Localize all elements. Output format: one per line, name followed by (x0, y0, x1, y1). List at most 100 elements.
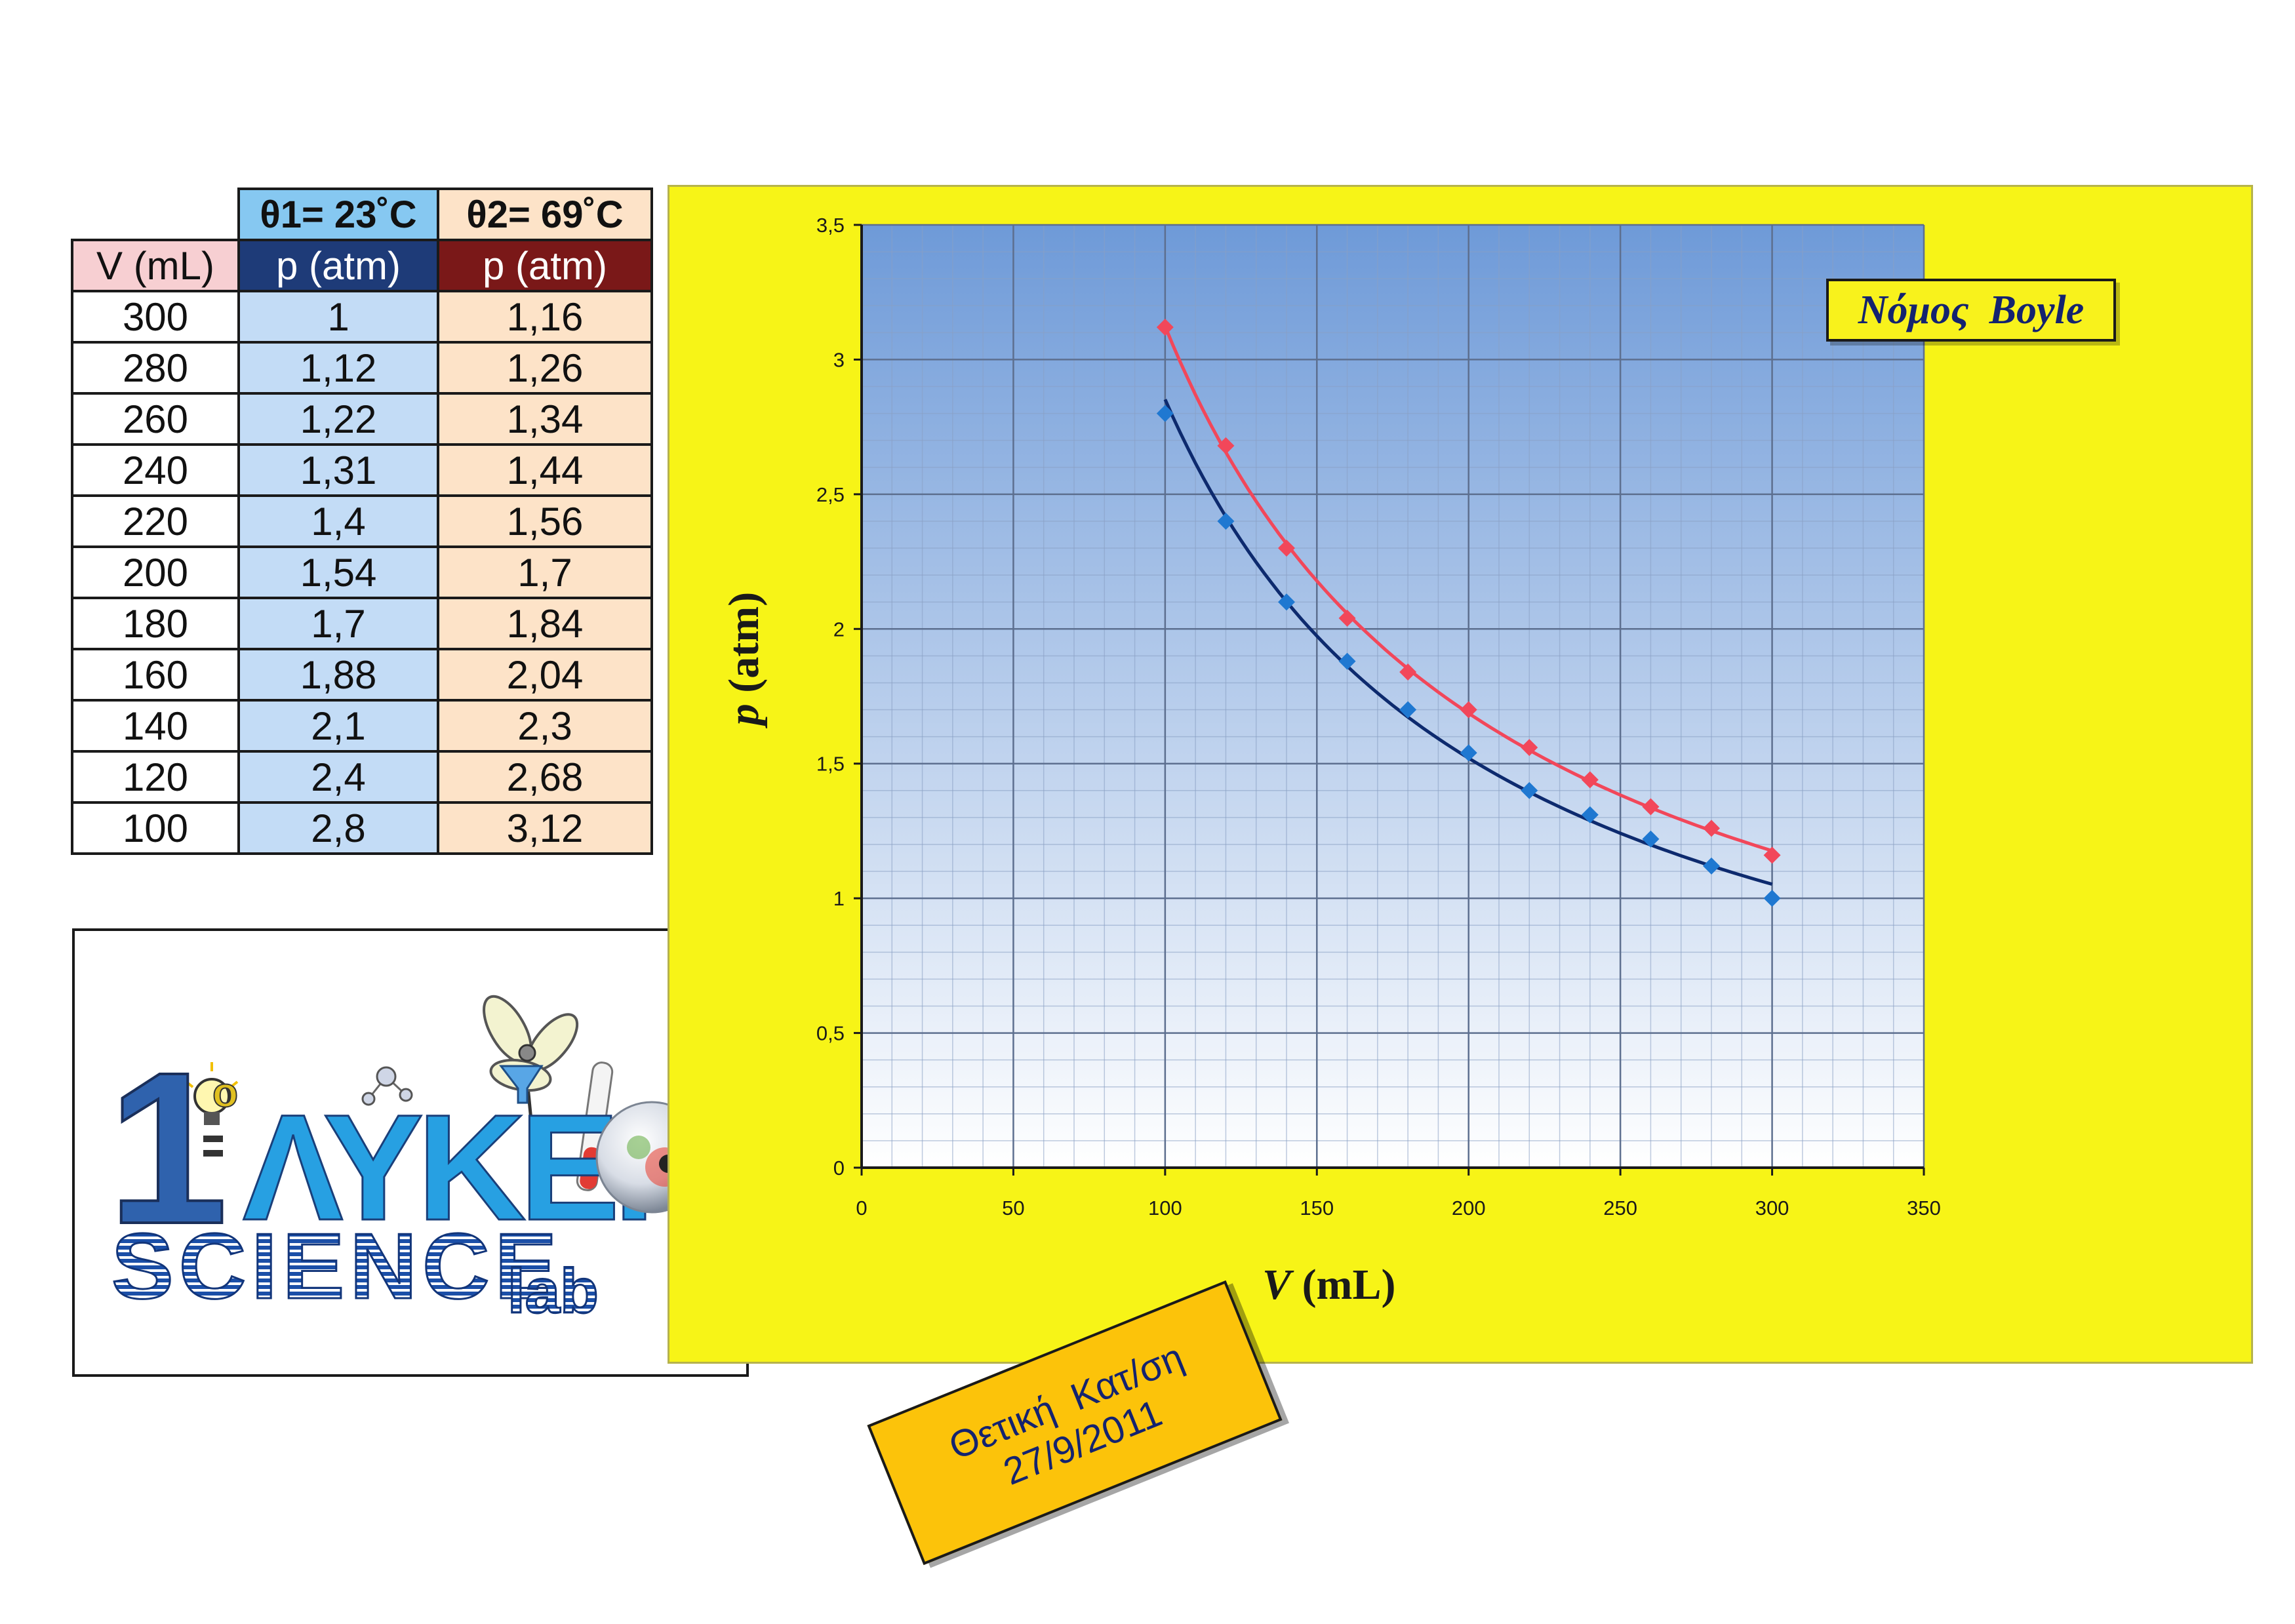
cell-pressure-theta2: 2,3 (437, 699, 653, 753)
data-point-series-1 (1703, 857, 1720, 875)
cell-pressure-theta1: 2,8 (237, 801, 439, 855)
table-row: 260 1,22 1,34 (71, 392, 653, 446)
cell-volume: 180 (71, 597, 240, 650)
data-point-series-2 (1763, 846, 1781, 864)
cell-pressure-theta2: 1,26 (437, 341, 653, 395)
x-axis-unit: (mL) (1291, 1261, 1395, 1309)
x-tick-labels: 0 50 100 150 200 250 300 350 (856, 1197, 1940, 1219)
header-theta2: θ2= 69˚C (437, 188, 653, 241)
data-point-series-2 (1581, 771, 1599, 789)
cell-pressure-theta1: 1,7 (237, 597, 439, 650)
table-header-row-units: V (mL) p (atm) p (atm) (71, 239, 653, 292)
y-tick-label: 0,5 (816, 1022, 845, 1045)
cell-volume: 200 (71, 545, 240, 599)
cell-volume: 140 (71, 699, 240, 753)
cell-pressure-theta1: 1,31 (237, 443, 439, 497)
table-row: 160 1,88 2,04 (71, 648, 653, 702)
table-corner-blank (72, 189, 239, 240)
table-row: 200 1,54 1,7 (71, 545, 653, 599)
logo-number: 1 (108, 1027, 228, 1269)
cell-volume: 280 (71, 341, 240, 395)
x-tick-label: 200 (1452, 1197, 1486, 1219)
chart-panel: 0 50 100 150 200 250 300 350 0 0,5 1 1,5 2 2,5 3 3,5 V… (668, 185, 2253, 1364)
data-point-series-2 (1460, 701, 1477, 719)
plot-area (862, 225, 1924, 1168)
logo-lab: lab (508, 1256, 599, 1326)
data-point-series-2 (1642, 798, 1660, 816)
y-axis-var: p (720, 703, 768, 728)
data-point-series-1 (1156, 405, 1174, 422)
cell-pressure-theta2: 3,12 (437, 801, 653, 855)
x-tick-label: 50 (1002, 1197, 1024, 1219)
y-tick-labels: 0 0,5 1 1,5 2 2,5 3 3,5 (816, 214, 845, 1179)
table-row: 180 1,7 1,84 (71, 597, 653, 650)
y-tick-label: 2 (833, 618, 845, 641)
x-tick-label: 350 (1907, 1197, 1941, 1219)
y-tick-label: 0 (833, 1157, 845, 1179)
x-axis-title: V (mL) (1262, 1261, 1396, 1309)
cell-volume: 300 (71, 290, 240, 344)
cell-volume: 100 (71, 801, 240, 855)
table-row: 140 2,1 2,3 (71, 699, 653, 753)
y-axis-title: p (atm) (720, 592, 768, 728)
cell-pressure-theta1: 1,54 (237, 545, 439, 599)
test-tube-icon (576, 1061, 614, 1191)
table-header-row-temps: θ1= 23˚C θ2= 69˚C (72, 188, 653, 241)
cell-pressure-theta1: 1,12 (237, 341, 439, 395)
cell-volume: 240 (71, 443, 240, 497)
major-grid (860, 224, 1925, 1169)
data-point-series-1 (1642, 830, 1660, 848)
x-tick-label: 100 (1148, 1197, 1182, 1219)
data-point-series-1 (1460, 744, 1477, 762)
x-tick-label: 0 (856, 1197, 867, 1219)
cell-pressure-theta1: 2,1 (237, 699, 439, 753)
cell-pressure-theta2: 1,56 (437, 494, 653, 548)
cell-pressure-theta2: 1,44 (437, 443, 653, 497)
header-volume: V (mL) (71, 239, 240, 292)
table-row: 220 1,4 1,56 (71, 494, 653, 548)
table-row: 100 2,8 3,12 (71, 801, 653, 855)
data-point-series-2 (1521, 739, 1538, 757)
school-logo-box: 1 o ΛΥΚΕΙΟ SCIENCE lab (72, 928, 749, 1377)
x-tick-label: 250 (1603, 1197, 1637, 1219)
header-pressure-theta2: p (atm) (437, 239, 653, 292)
molecule-icon (361, 1066, 413, 1106)
cell-pressure-theta1: 1,22 (237, 392, 439, 446)
y-tick-label: 3 (833, 348, 845, 371)
cell-pressure-theta2: 1,7 (437, 545, 653, 599)
y-tick-label: 2,5 (816, 483, 845, 506)
data-point-series-2 (1278, 540, 1295, 557)
x-tick-label: 150 (1300, 1197, 1334, 1219)
x-axis-var: V (1262, 1261, 1294, 1309)
data-point-series-1 (1399, 701, 1417, 719)
y-tick-label: 1,5 (816, 753, 845, 776)
chart-title: Νόμος Boyle (1826, 279, 2116, 342)
cell-pressure-theta1: 1,4 (237, 494, 439, 548)
cell-pressure-theta2: 1,16 (437, 290, 653, 344)
table-row: 240 1,31 1,44 (71, 443, 653, 497)
boyle-chart: 0 50 100 150 200 250 300 350 0 0,5 1 1,5 2 2,5 3 3,5 V… (720, 214, 1941, 1309)
school-logo: 1 o ΛΥΚΕΙΟ SCIENCE lab (106, 995, 746, 1328)
cell-pressure-theta1: 1 (237, 290, 439, 344)
table-row: 120 2,4 2,68 (71, 750, 653, 804)
header-theta1: θ1= 23˚C (237, 188, 439, 241)
table-row: 280 1,12 1,26 (71, 341, 653, 395)
cell-pressure-theta1: 2,4 (237, 750, 439, 804)
light-bulb-icon (185, 1062, 239, 1125)
y-axis-unit: (atm) (720, 592, 768, 703)
logo-science: SCIENCE (111, 1214, 562, 1318)
data-point-series-2 (1399, 663, 1417, 681)
cell-volume: 160 (71, 648, 240, 702)
table-row: 300 1 1,16 (71, 290, 653, 344)
x-tick-label: 300 (1755, 1197, 1789, 1219)
cell-pressure-theta2: 2,68 (437, 750, 653, 804)
data-point-series-1 (1217, 512, 1235, 530)
data-point-series-2 (1156, 319, 1174, 336)
y-tick-label: 1 (833, 887, 845, 910)
cell-pressure-theta2: 1,84 (437, 597, 653, 650)
data-point-series-1 (1581, 806, 1599, 823)
y-tick-label: 3,5 (816, 214, 845, 237)
data-point-series-1 (1278, 593, 1295, 611)
cell-pressure-theta1: 1,88 (237, 648, 439, 702)
header-pressure-theta1: p (atm) (237, 239, 439, 292)
